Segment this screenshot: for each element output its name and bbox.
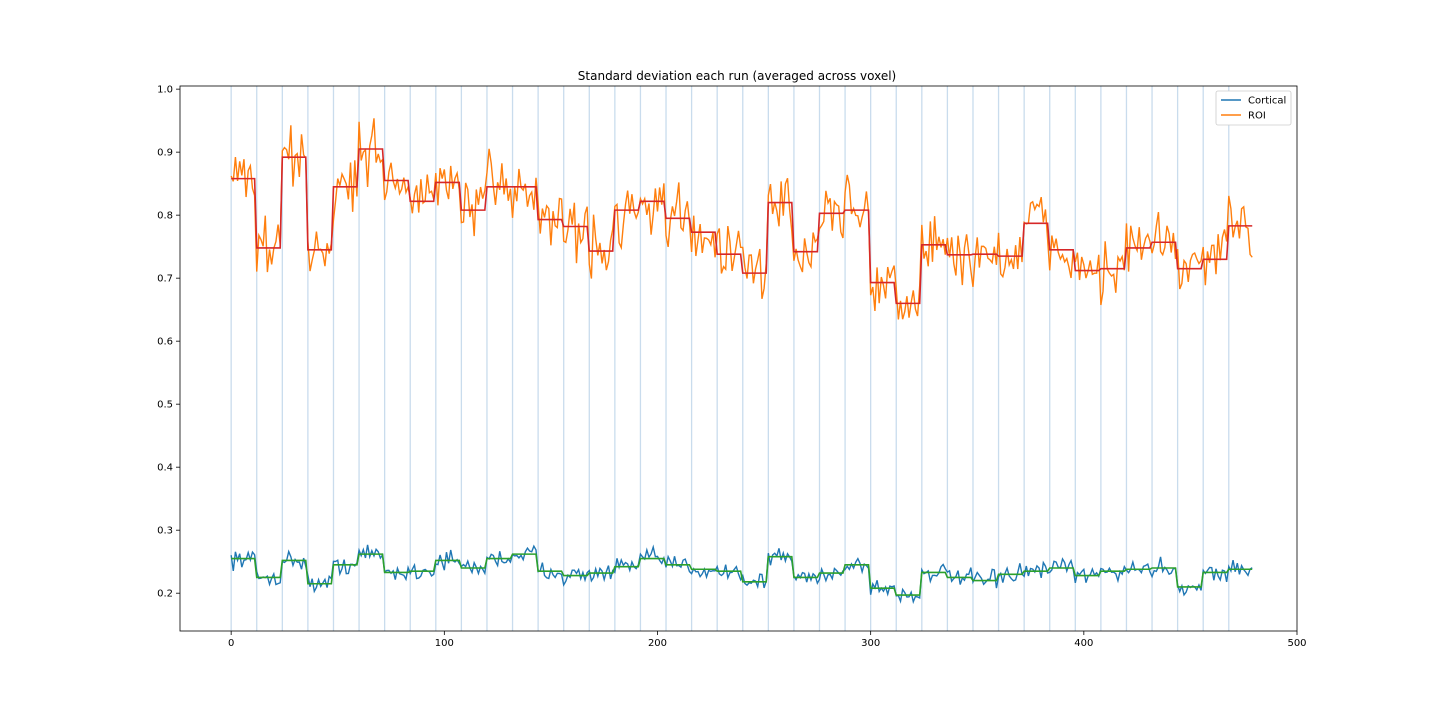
y-axis: 0.2 0.3 0.4 0.5 0.6 0.7 0.8 0.9 1.0: [157, 85, 180, 600]
series-lines: [230, 118, 1253, 605]
y-tick-label: 1.0: [157, 85, 173, 96]
x-tick-label: 200: [648, 638, 667, 649]
x-tick-label: 400: [1074, 638, 1093, 649]
x-tick-label: 300: [861, 638, 880, 649]
legend-label-roi: ROI: [1248, 111, 1266, 122]
legend-label-cortical: Cortical: [1248, 96, 1286, 107]
run-mean-line-roi: [231, 148, 1253, 305]
plot-frame: [179, 85, 1298, 632]
y-tick-label: 0.6: [157, 337, 173, 348]
y-tick-label: 0.3: [157, 526, 173, 537]
x-tick-label: 0: [228, 638, 234, 649]
x-tick-label: 100: [435, 638, 454, 649]
legend: Cortical ROI: [1215, 90, 1292, 126]
series-line-roi: [230, 118, 1253, 320]
y-tick-label: 0.8: [157, 211, 173, 222]
y-tick-label: 0.4: [157, 463, 173, 474]
y-tick-label: 0.5: [157, 400, 173, 411]
x-tick-label: 500: [1287, 638, 1306, 649]
run-mean-line-cortical: [231, 553, 1253, 596]
y-tick-label: 0.2: [157, 589, 173, 600]
y-tick-label: 0.7: [157, 274, 173, 285]
x-axis: 0 100 200 300 400 500: [228, 631, 1307, 649]
chart-title: Standard deviation each run (averaged ac…: [578, 69, 896, 83]
y-tick-label: 0.9: [157, 148, 173, 159]
